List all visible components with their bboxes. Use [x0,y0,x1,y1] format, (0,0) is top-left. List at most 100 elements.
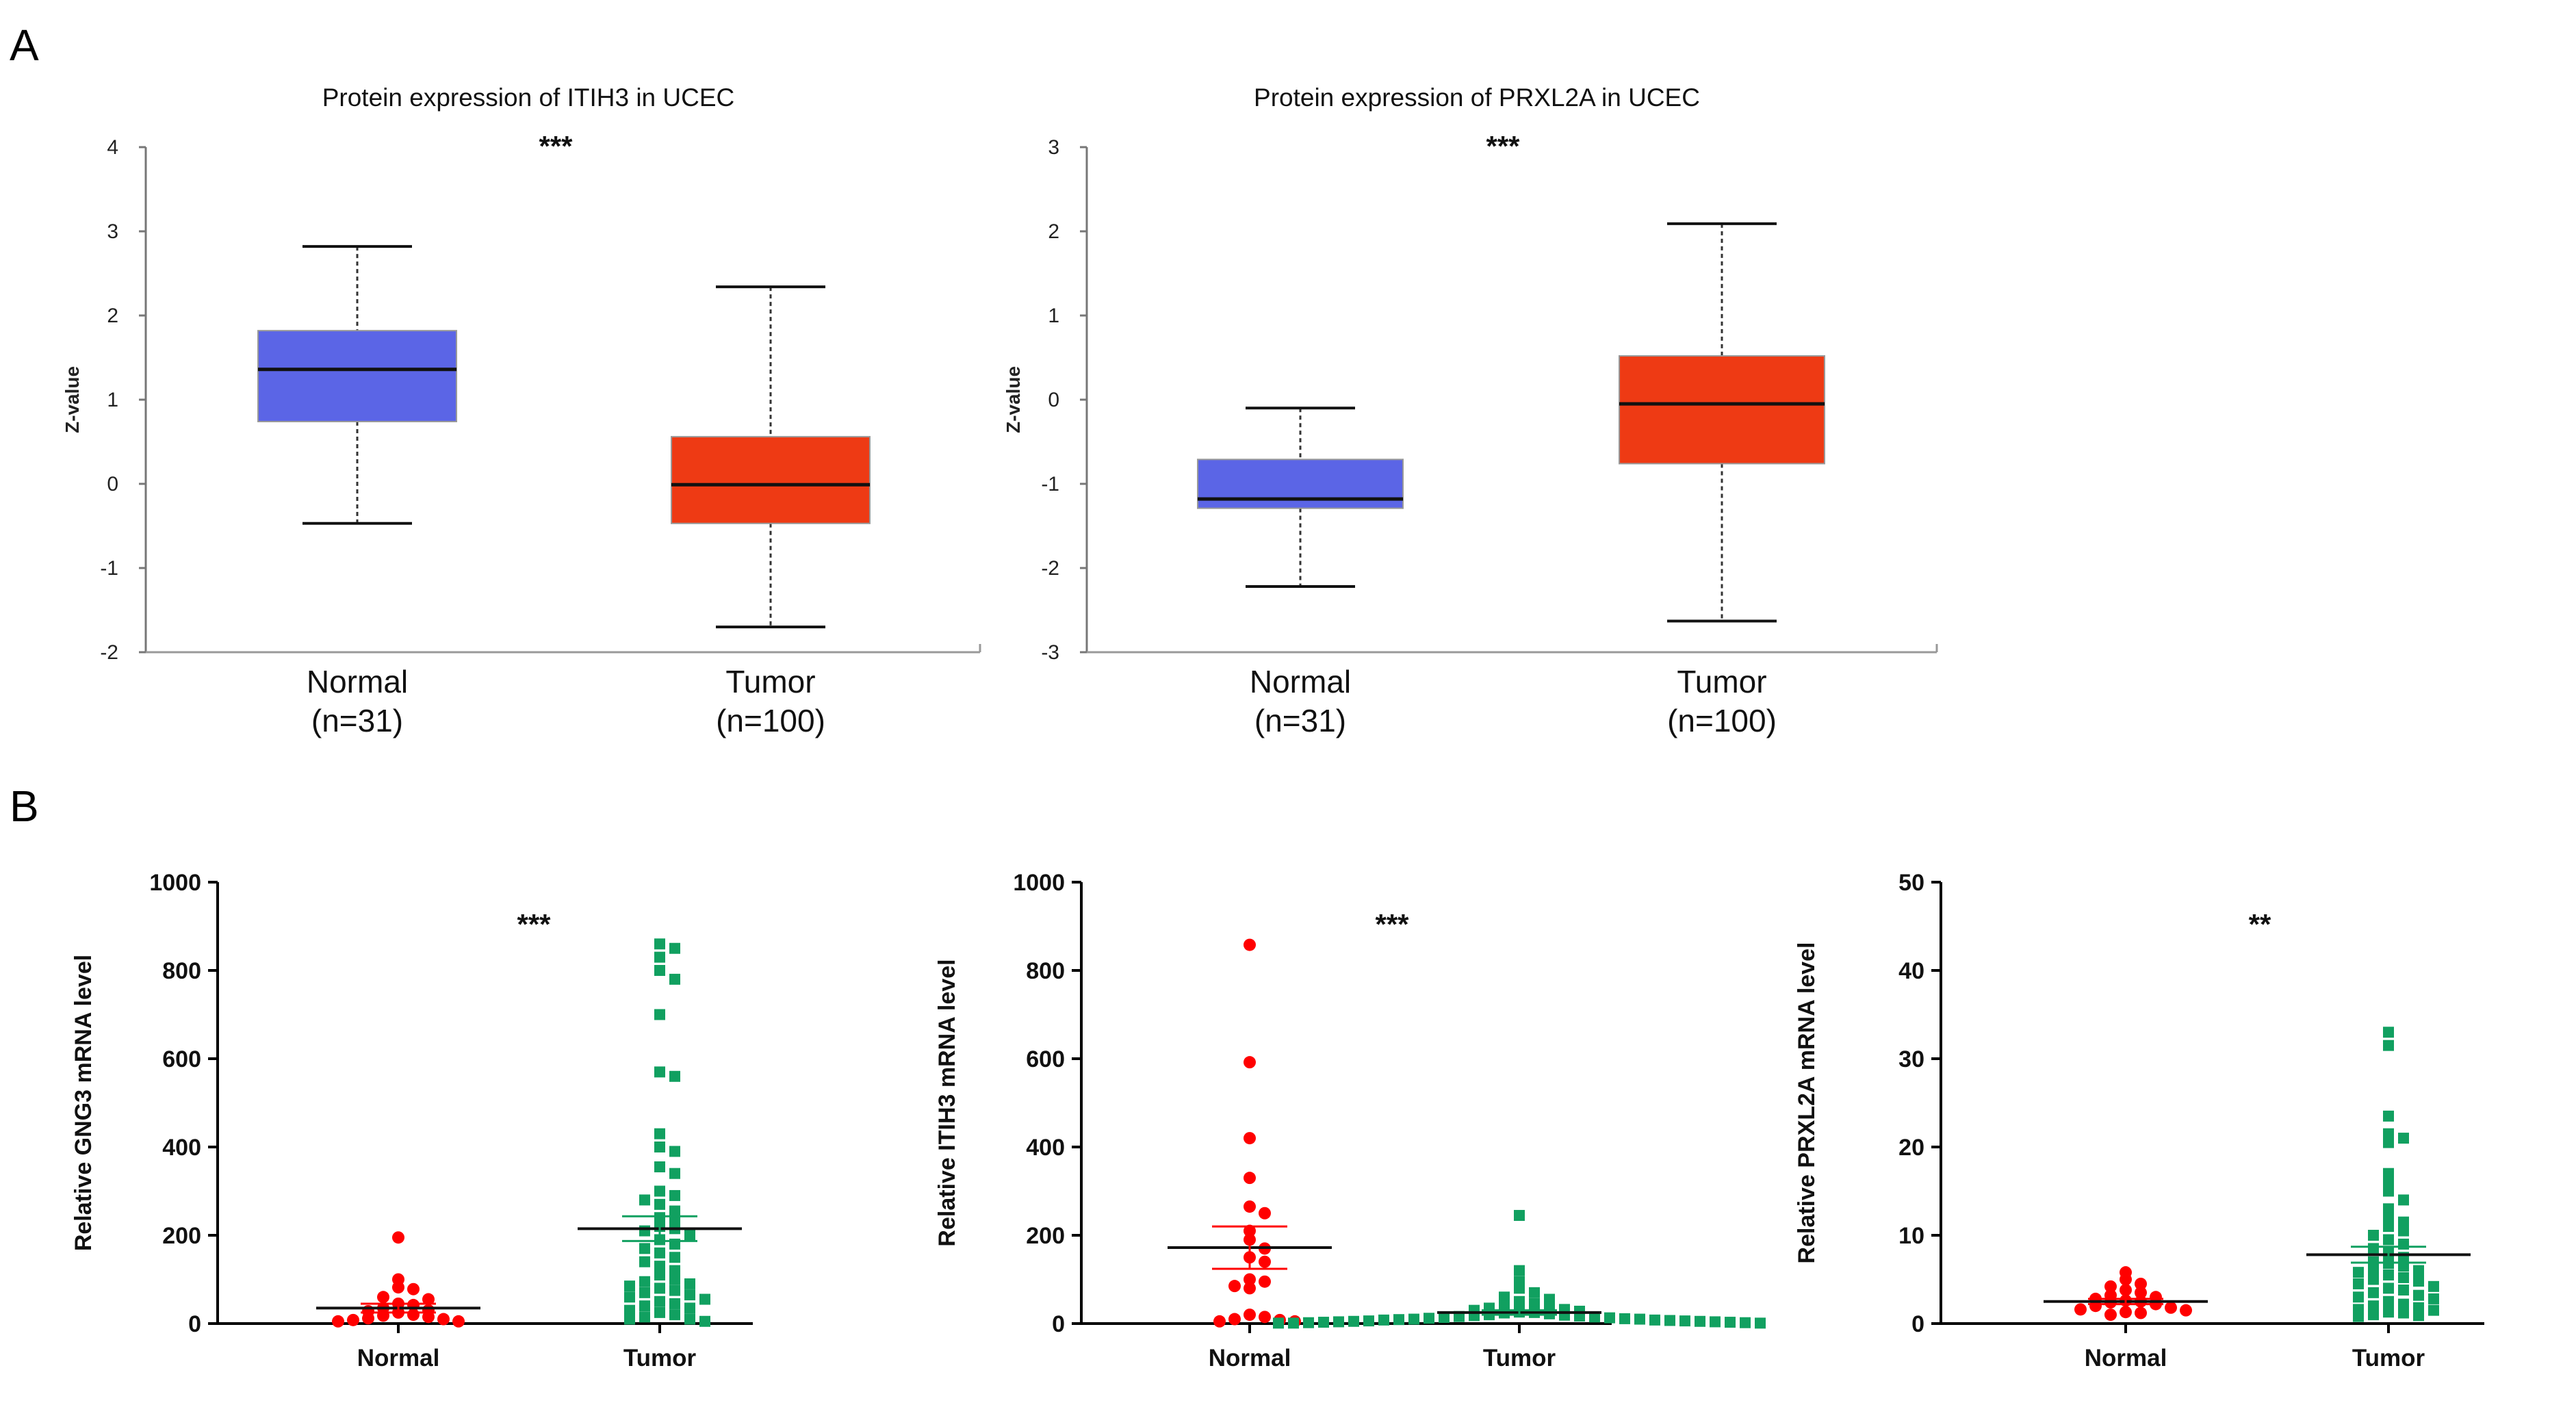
dot-group-tumor: Tumor [2306,1027,2471,1371]
data-point-tumor [684,1302,695,1314]
data-point-tumor [2383,1168,2394,1179]
data-point-tumor [1634,1313,1645,1325]
y-tick-label: -2 [1041,557,1059,580]
data-point-normal [2120,1283,2132,1296]
data-point-normal [1244,1273,1256,1286]
data-point-tumor [2383,1269,2394,1281]
data-point-tumor [654,1306,665,1318]
data-point-tumor [669,1285,680,1296]
scatter-chart-3: ** 50 40 30 20 10 0 Relative PRXL2A mRNA level N… [1794,870,2484,1371]
data-point-tumor [2383,1212,2394,1224]
data-point-tumor [1273,1317,1284,1329]
y-tick-label: -3 [1041,641,1059,664]
dot-group-normal: Normal [316,1231,480,1371]
sample-size-label: (n=31) [311,703,403,738]
data-point-tumor [1679,1315,1690,1327]
y-axis-label: Relative ITIH3 mRNA level [934,959,960,1246]
data-point-normal [1259,1275,1271,1288]
data-point-tumor [1363,1315,1374,1327]
data-point-tumor [1514,1296,1525,1307]
significance-label: *** [1486,130,1520,162]
data-point-tumor [2398,1133,2409,1144]
y-tick-label: -1 [1041,473,1059,495]
y-tick-label: 3 [107,220,118,243]
data-point-normal [1244,1200,1256,1213]
data-point-tumor [684,1289,695,1301]
y-tick-label: 400 [1026,1135,1065,1161]
data-point-tumor [2368,1287,2379,1298]
y-tick-label: 0 [107,473,118,495]
data-point-normal [2104,1309,2117,1322]
category-label: Tumor [2352,1345,2425,1371]
data-point-normal [1244,1172,1256,1185]
data-point-tumor [2383,1027,2394,1038]
data-point-tumor [1649,1314,1660,1326]
data-point-tumor [1695,1315,1705,1327]
data-point-normal [1228,1280,1241,1293]
data-point-tumor [654,1161,665,1173]
data-point-tumor [2413,1265,2424,1276]
data-point-normal [1228,1313,1241,1326]
data-point-tumor [2398,1216,2409,1228]
data-point-tumor [1514,1209,1525,1221]
y-tick-label: 0 [1911,1311,1924,1337]
sample-size-label: (n=100) [1667,703,1777,738]
data-point-tumor [669,1274,680,1285]
data-point-tumor [654,938,665,950]
data-point-tumor [2383,1040,2394,1051]
significance-label: *** [539,130,573,162]
data-point-tumor [669,942,680,954]
data-point-tumor [2368,1274,2379,1285]
data-point-normal [2120,1306,2132,1319]
data-point-tumor [2383,1185,2394,1197]
y-tick-label: 600 [1026,1046,1065,1072]
data-point-tumor [654,1261,665,1272]
data-point-normal [2135,1277,2147,1290]
data-point-tumor [639,1300,650,1312]
data-point-tumor [2368,1230,2379,1241]
data-point-tumor [654,1185,665,1197]
data-point-normal [1259,1207,1271,1220]
data-point-tumor [669,1189,680,1201]
data-point-tumor [1710,1316,1721,1328]
category-label: Normal [1209,1345,1291,1371]
data-point-tumor [1499,1291,1510,1303]
box-group-normal: Normal (n=31) [1197,407,1404,738]
data-point-tumor [2398,1284,2409,1296]
data-point-tumor [2413,1276,2424,1287]
data-point-normal [362,1312,374,1325]
y-axis-label: Z-value [1003,366,1024,433]
box-iqr [257,330,457,422]
data-point-tumor [654,1282,665,1294]
data-point-tumor [684,1313,695,1325]
significance-label: *** [1375,908,1409,940]
y-axis-label: Relative PRXL2A mRNA level [1794,942,1820,1264]
data-point-tumor [654,1128,665,1139]
data-point-tumor [2398,1225,2409,1237]
data-point-tumor [639,1276,650,1287]
data-point-tumor [2368,1309,2379,1321]
charts: Protein expression of ITIH3 in UCEC *** 4 3… [62,83,2484,1371]
y-tick-label: 1000 [149,870,201,896]
data-point-tumor [2428,1280,2439,1292]
y-tick-label: 20 [1898,1135,1924,1161]
data-point-tumor [2398,1194,2409,1206]
data-point-tumor [669,1265,680,1276]
data-point-tumor [1378,1314,1389,1326]
data-point-tumor [2383,1128,2394,1139]
data-point-tumor [1303,1317,1314,1328]
data-point-tumor [669,1252,680,1263]
dot-group-normal: Normal [1168,938,1332,1371]
y-tick-label: 2 [107,305,118,327]
data-point-tumor [654,1296,665,1307]
data-point-tumor [2368,1243,2379,1254]
panel-label-b: B [10,782,39,831]
data-point-tumor [669,1309,680,1321]
data-point-tumor [2413,1310,2424,1322]
y-tick-label: 1 [1048,305,1059,327]
box-iqr [1619,355,1825,465]
box-group-tumor: Tumor (n=100) [1619,222,1825,738]
y-tick-label: 1000 [1013,870,1065,896]
y-tick-label: 30 [1898,1046,1924,1072]
data-point-tumor [669,1205,680,1217]
